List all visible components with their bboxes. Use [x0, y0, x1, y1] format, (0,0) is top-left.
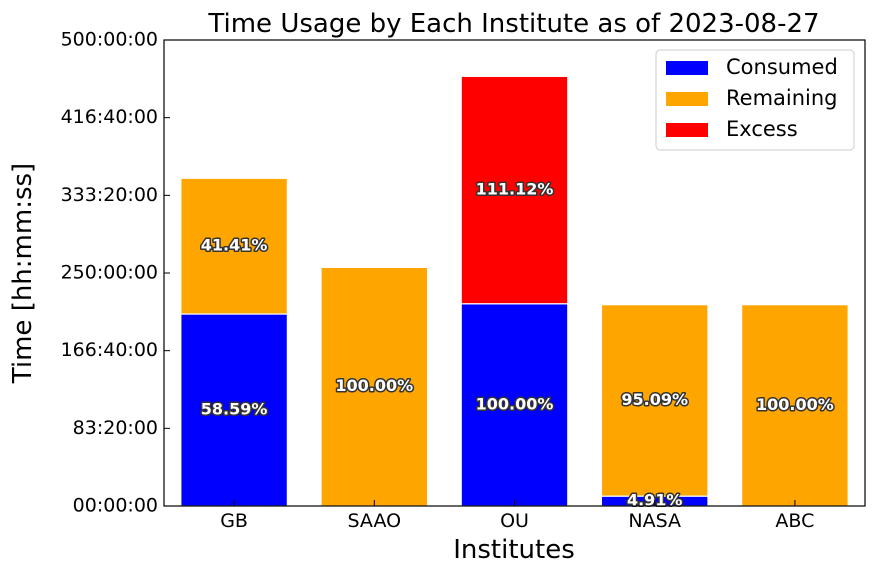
bar-saao-remaining [320, 266, 429, 507]
bar-label-nasa-remaining: 95.09% [621, 390, 688, 409]
x-tick-label-saao: SAAO [348, 510, 402, 532]
x-tick-label-gb: GB [220, 510, 248, 532]
y-tick-label: 83:20:00 [73, 417, 158, 439]
bar-label-abc-remaining: 100.00% [756, 395, 834, 414]
bar-gb-remaining [180, 177, 288, 315]
y-tick-label: 500:00:00 [61, 29, 158, 51]
legend-label-consumed: Consumed [726, 55, 838, 79]
y-ticks-layer: 00:00:00 83:20:00 166:40:00 250:00:00 333:20… [61, 29, 170, 517]
legend-label-remaining: Remaining [726, 86, 838, 110]
bar-ou-excess [460, 75, 569, 305]
y-tick-label: 166:40:00 [61, 339, 158, 361]
bar-gb-consumed [180, 313, 288, 507]
bar-label-gb-remaining: 41.41% [201, 236, 268, 255]
bar-label-ou-excess: 111.12% [476, 180, 554, 199]
y-tick-label: 333:20:00 [61, 184, 158, 206]
legend-swatch-excess [666, 123, 708, 137]
legend: Consumed Remaining Excess [655, 49, 855, 151]
bar-label-gb-consumed: 58.59% [201, 400, 268, 419]
x-tick-label-nasa: NASA [628, 510, 681, 532]
x-ticks-layer: GB SAAO OU NASA ABC [220, 500, 814, 532]
bars-layer [180, 75, 849, 507]
x-axis-label: Institutes [453, 535, 575, 565]
bar-label-ou-consumed: 100.00% [476, 394, 554, 413]
bar-label-saao-remaining: 100.00% [335, 376, 413, 395]
y-tick-label: 00:00:00 [73, 495, 158, 517]
x-tick-label-ou: OU [500, 510, 529, 532]
y-tick-label: 250:00:00 [61, 262, 158, 284]
x-tick-label-abc: ABC [775, 510, 814, 532]
y-axis-label: Time [hh:mm:ss] [8, 163, 38, 384]
bar-nasa-remaining [600, 304, 709, 497]
legend-swatch-remaining [666, 92, 708, 106]
legend-swatch-consumed [666, 61, 708, 75]
legend-label-excess: Excess [726, 117, 798, 141]
bar-ou-consumed [460, 303, 569, 507]
chart-title: Time Usage by Each Institute as of 2023-… [207, 9, 819, 39]
bar-abc-remaining [741, 304, 849, 507]
y-tick-label: 416:40:00 [61, 106, 158, 128]
